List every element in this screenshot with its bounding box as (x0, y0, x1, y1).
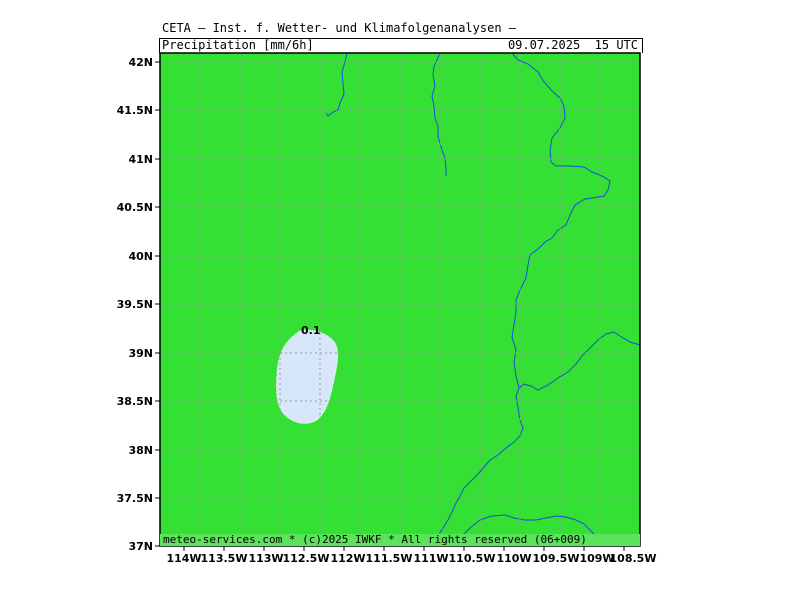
lat-label: 38.5N (117, 395, 153, 408)
lat-label: 37N (128, 540, 153, 553)
lat-label: 40N (128, 250, 153, 263)
map-frame (159, 52, 641, 547)
footer-bar (160, 534, 640, 546)
lat-label: 42N (128, 56, 153, 69)
lat-label: 37.5N (117, 492, 153, 505)
lon-label: 114W (166, 552, 201, 565)
lon-label: 109.5W (533, 552, 580, 565)
lat-ticks (155, 61, 160, 547)
lat-label: 39N (128, 347, 153, 360)
valid-time: 09.07.2025 15 UTC (507, 38, 638, 52)
graticule (160, 53, 640, 546)
lon-labels: 114W 113.5W 113W 112.5W 112W 111.5W 111W… (166, 552, 656, 565)
parameter-label: Precipitation [mm/6h] (162, 38, 314, 52)
lon-label: 111W (413, 552, 448, 565)
lon-label: 110.5W (449, 552, 496, 565)
lat-label: 41N (128, 153, 153, 166)
copyright-notice: meteo-services.com * (c)2025 IWKF * All … (163, 533, 587, 546)
lon-label: 112.5W (283, 552, 330, 565)
rivers (325, 52, 641, 547)
lon-label: 113.5W (201, 552, 248, 565)
lon-label: 113W (248, 552, 283, 565)
precip-area-0.1 (276, 329, 339, 424)
contour-label: 0.1 (301, 324, 321, 337)
lon-label: 112W (330, 552, 365, 565)
river-north (325, 52, 348, 117)
lat-label: 39.5N (117, 298, 153, 311)
river-san-juan (459, 514, 601, 545)
lon-label: 109W (579, 552, 614, 565)
river-green (432, 52, 611, 547)
river-central-north (431, 52, 447, 176)
lon-ticks (183, 546, 625, 551)
lon-label: 111.5W (366, 552, 413, 565)
lon-label: 108.5W (610, 552, 657, 565)
lat-labels: 42N 41.5N 41N 40.5N 40N 39.5N 39N 38.5N … (117, 56, 153, 553)
map-title: CETA — Inst. f. Wetter- und Klimafolgena… (162, 21, 517, 35)
lat-label: 41.5N (117, 104, 153, 117)
lat-label: 40.5N (117, 201, 153, 214)
lon-label: 110W (496, 552, 531, 565)
lat-label: 38N (128, 444, 153, 457)
river-dirty-devil (518, 331, 641, 391)
header-bar (159, 38, 643, 53)
